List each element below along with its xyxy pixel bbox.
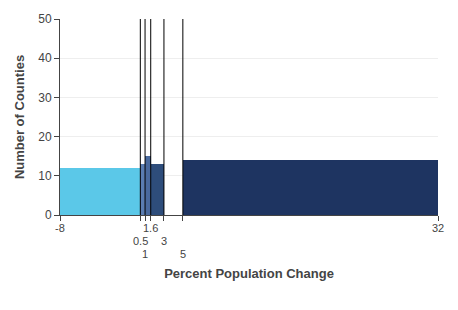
svg-text:Percent Population Change: Percent Population Change xyxy=(164,266,334,281)
svg-text:1: 1 xyxy=(142,248,148,260)
svg-text:50: 50 xyxy=(38,12,52,26)
svg-text:0: 0 xyxy=(45,208,52,222)
svg-text:10: 10 xyxy=(38,169,52,183)
svg-text:5: 5 xyxy=(180,248,186,260)
svg-text:20: 20 xyxy=(38,130,52,144)
svg-text:30: 30 xyxy=(38,91,52,105)
svg-text:40: 40 xyxy=(38,51,52,65)
svg-text:3: 3 xyxy=(161,235,167,247)
svg-text:-8: -8 xyxy=(55,222,65,234)
svg-text:32: 32 xyxy=(432,222,444,234)
svg-text:1.6: 1.6 xyxy=(143,222,158,234)
svg-text:0.5: 0.5 xyxy=(133,235,148,247)
svg-text:Number of Counties: Number of Counties xyxy=(12,55,27,179)
